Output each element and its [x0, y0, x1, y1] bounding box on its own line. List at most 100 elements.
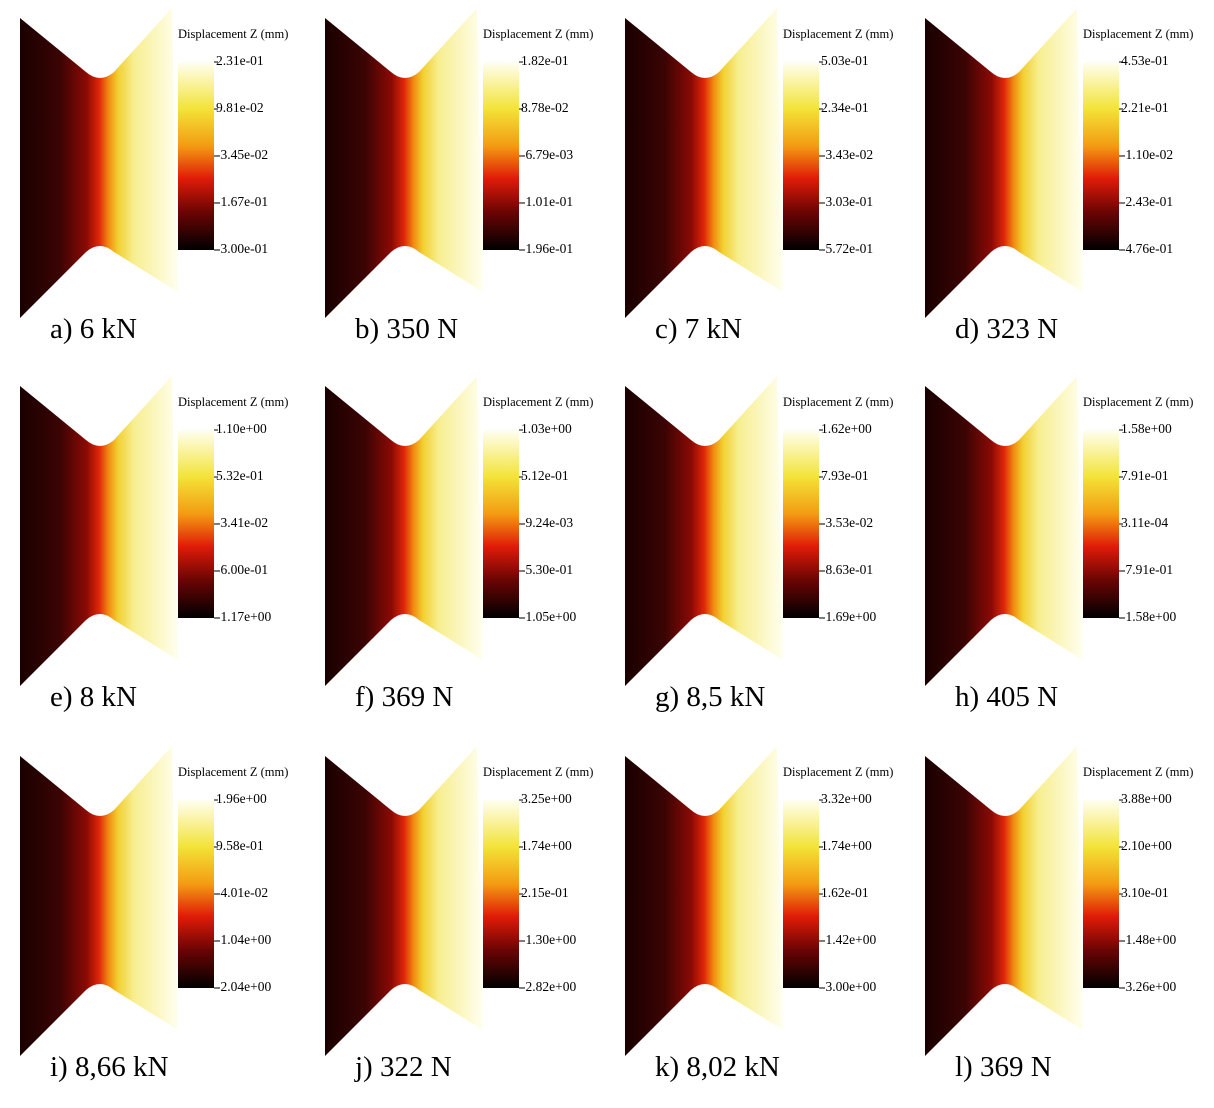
tick-label: -1.04e+00: [216, 932, 271, 947]
tick-label: -7.91e-01: [1121, 562, 1173, 577]
tick-label: -4.76e-01: [1121, 241, 1173, 256]
colorbar-title: Displacement Z (mm): [783, 765, 893, 779]
tick-label: 3.11e-04: [1121, 515, 1168, 530]
tick-label: -3.41e-02: [216, 515, 268, 530]
panel: Displacement Z (mm) 2.31e-01 9.81e-02 -3.45…: [20, 8, 288, 345]
tick-label: 2.21e-01: [1121, 100, 1169, 115]
tick-label: 1.82e-01: [521, 53, 569, 68]
tick-label: 2.10e+00: [1121, 838, 1172, 853]
tick-label: -6.79e-03: [521, 147, 573, 162]
colorbar: [178, 800, 214, 988]
tick-label: 2.15e-01: [521, 885, 569, 900]
colorbar: [783, 430, 819, 618]
tick-label: 5.32e-01: [216, 468, 264, 483]
tick-label: 7.91e-01: [1121, 468, 1169, 483]
specimen: [625, 8, 783, 318]
colorbar: [783, 800, 819, 988]
tick-label: -1.58e+00: [1121, 609, 1176, 624]
panel: Displacement Z (mm) 1.96e+00 9.58e-01 -4.01…: [20, 746, 288, 1083]
panel: Displacement Z (mm) 4.53e-01 2.21e-01 -1.10…: [925, 8, 1193, 345]
colorbar-title: Displacement Z (mm): [483, 395, 593, 409]
tick-label: -2.82e+00: [521, 979, 576, 994]
colorbar-title: Displacement Z (mm): [483, 765, 593, 779]
caption: f) 369 N: [355, 681, 453, 713]
colorbar: [483, 62, 519, 250]
tick-label: -9.24e-03: [521, 515, 573, 530]
tick-label: -2.04e+00: [216, 979, 271, 994]
panel: Displacement Z (mm) 3.25e+00 1.74e+00 2.15e…: [325, 746, 593, 1083]
panel: Displacement Z (mm) 1.82e-01 8.78e-02 -6.79…: [325, 8, 593, 345]
tick-label: -1.01e-01: [521, 194, 573, 209]
colorbar: [483, 800, 519, 988]
colorbar-title: Displacement Z (mm): [178, 765, 288, 779]
tick-label: 3.10e-01: [1121, 885, 1169, 900]
panel: Displacement Z (mm) 1.62e+00 7.93e-01 -3.53…: [625, 376, 893, 713]
tick-label: 1.62e+00: [821, 421, 872, 436]
colorbar-title: Displacement Z (mm): [178, 395, 288, 409]
tick-label: -3.53e-02: [821, 515, 873, 530]
tick-label: -3.45e-02: [216, 147, 268, 162]
caption: k) 8,02 kN: [655, 1051, 780, 1083]
caption: l) 369 N: [955, 1051, 1052, 1083]
tick-label: -1.67e-01: [216, 194, 268, 209]
tick-label: -3.43e-02: [821, 147, 873, 162]
tick-label: 3.32e+00: [821, 791, 872, 806]
tick-label: -1.42e+00: [821, 932, 876, 947]
tick-label: -1.48e+00: [1121, 932, 1176, 947]
tick-label: 4.53e-01: [1121, 53, 1169, 68]
tick-label: -1.96e-01: [521, 241, 573, 256]
tick-label: 1.58e+00: [1121, 421, 1172, 436]
colorbar: [1083, 62, 1119, 250]
tick-label: -1.69e+00: [821, 609, 876, 624]
colorbar-title: Displacement Z (mm): [1083, 765, 1193, 779]
colorbar: [178, 430, 214, 618]
specimen: [20, 746, 178, 1056]
tick-label: 3.25e+00: [521, 791, 572, 806]
panel: Displacement Z (mm) 3.88e+00 2.10e+00 3.10e…: [925, 746, 1193, 1083]
colorbar: [1083, 430, 1119, 618]
panel: Displacement Z (mm) 3.32e+00 1.74e+00 1.62e…: [625, 746, 893, 1083]
tick-label: 8.78e-02: [521, 100, 569, 115]
tick-label: 1.10e+00: [216, 421, 267, 436]
tick-label: -4.01e-02: [216, 885, 268, 900]
caption: d) 323 N: [955, 313, 1058, 345]
tick-label: 1.74e+00: [521, 838, 572, 853]
tick-label: -3.26e+00: [1121, 979, 1176, 994]
panel: Displacement Z (mm) 1.10e+00 5.32e-01 -3.41…: [20, 376, 288, 713]
tick-label: -3.00e+00: [821, 979, 876, 994]
tick-label: 5.12e-01: [521, 468, 569, 483]
tick-label: 1.74e+00: [821, 838, 872, 853]
tick-label: 5.03e-01: [821, 53, 869, 68]
tick-label: 1.03e+00: [521, 421, 572, 436]
tick-label: 1.62e-01: [821, 885, 869, 900]
tick-label: -3.00e-01: [216, 241, 268, 256]
tick-label: -1.17e+00: [216, 609, 271, 624]
specimen: [325, 8, 483, 318]
caption: j) 322 N: [354, 1051, 452, 1083]
colorbar-title: Displacement Z (mm): [1083, 395, 1193, 409]
panel: Displacement Z (mm) 5.03e-01 2.34e-01 -3.43…: [625, 8, 893, 345]
tick-label: -3.03e-01: [821, 194, 873, 209]
tick-label: -8.63e-01: [821, 562, 873, 577]
caption: b) 350 N: [355, 313, 458, 345]
tick-label: -6.00e-01: [216, 562, 268, 577]
tick-label: 7.93e-01: [821, 468, 869, 483]
colorbar: [178, 62, 214, 250]
tick-label: 9.58e-01: [216, 838, 264, 853]
colorbar: [1083, 800, 1119, 988]
colorbar-title: Displacement Z (mm): [178, 27, 288, 41]
colorbar: [783, 62, 819, 250]
colorbar-title: Displacement Z (mm): [783, 395, 893, 409]
colorbar: [483, 430, 519, 618]
tick-label: 3.88e+00: [1121, 791, 1172, 806]
caption: e) 8 kN: [50, 681, 137, 713]
specimen: [625, 376, 783, 686]
tick-label: 2.31e-01: [216, 53, 264, 68]
colorbar-title: Displacement Z (mm): [483, 27, 593, 41]
specimen: [925, 8, 1083, 318]
caption: g) 8,5 kN: [655, 681, 765, 713]
specimen: [325, 376, 483, 686]
specimen: [20, 376, 178, 686]
colorbar-title: Displacement Z (mm): [783, 27, 893, 41]
